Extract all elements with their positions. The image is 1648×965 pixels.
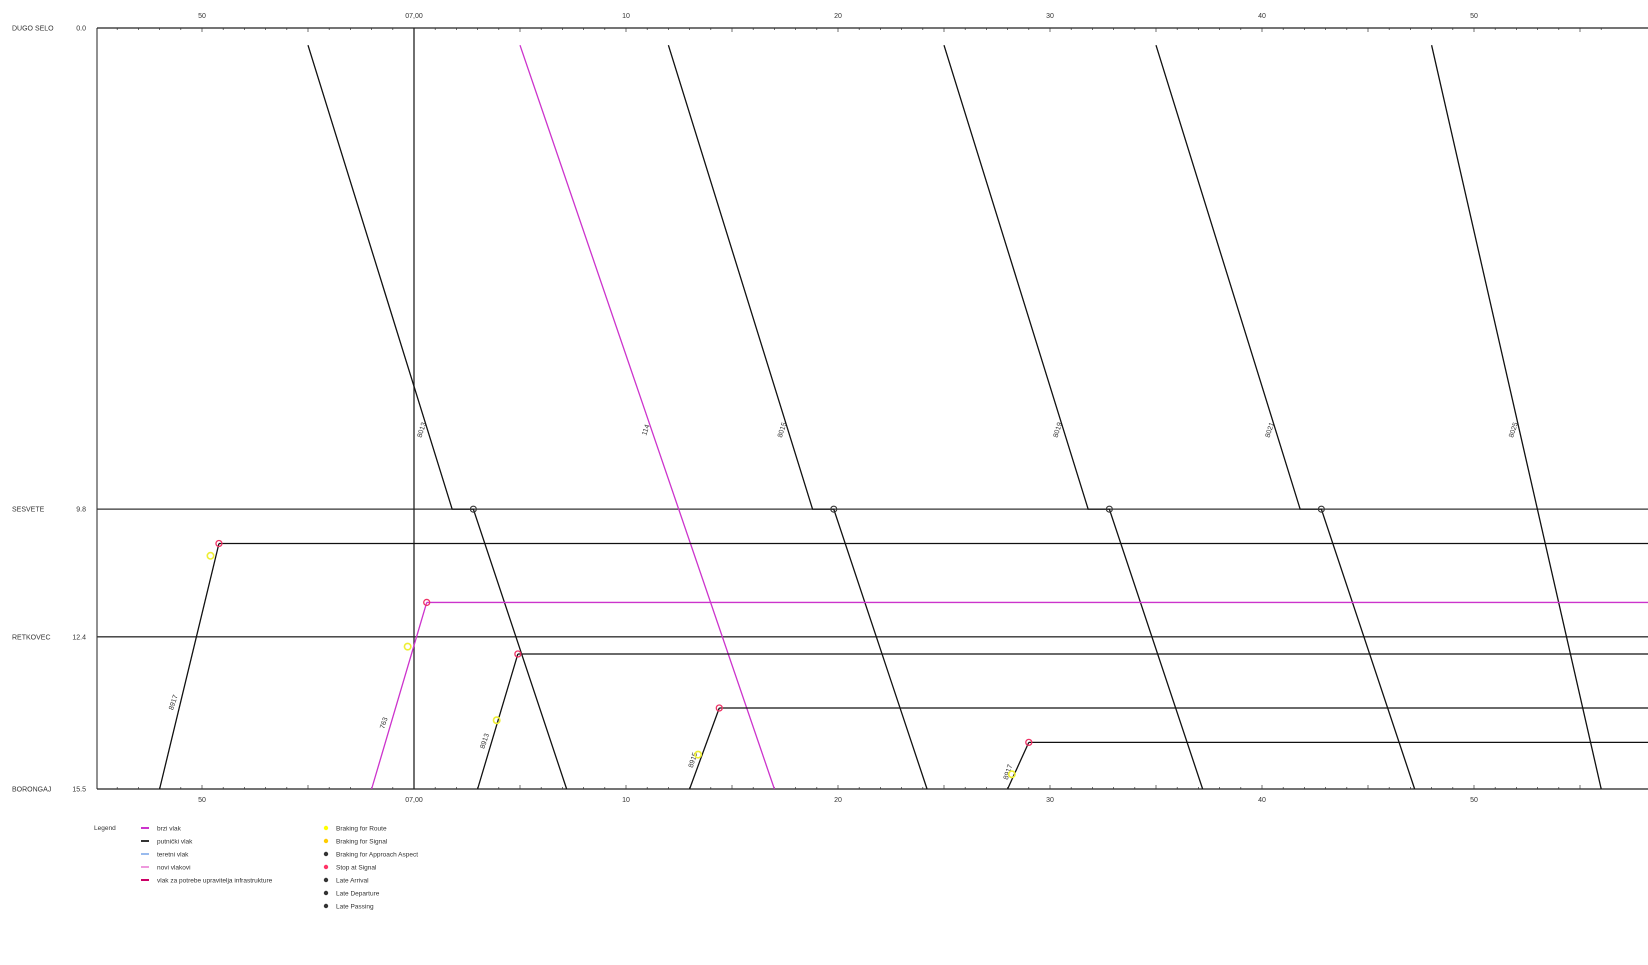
train-path [1430,45,1602,790]
legend-marker-label: Late Passing [336,904,374,911]
station-name: RETKOVEC [12,634,51,641]
train-label: 763 [379,717,389,730]
late-marker [469,505,477,513]
train-label: 114 [641,424,651,437]
top-tick-label: 50 [1470,13,1478,20]
late-marker [1317,505,1325,513]
braking-marker [1007,770,1016,779]
train-label: 8913 [480,733,492,750]
legend-marker-swatch [323,825,329,831]
stop-at-signal-marker [514,650,522,658]
bottom-tick-label: 30 [1046,797,1054,804]
braking-marker [403,642,412,651]
train-path [1007,742,1030,790]
train-path [370,602,428,790]
legend-marker-swatch [323,851,329,857]
train-label: 8019 [1053,422,1065,439]
legend-marker-label: Late Departure [336,891,380,898]
train-label: 8915 [688,752,700,769]
top-tick-label: 50 [198,13,206,20]
legend-line-label: novi vlakovi [157,865,191,872]
stop-at-signal-marker [715,704,723,712]
late-marker [1105,505,1113,513]
station-name: BORONGAJ [12,787,51,794]
station-name: SESVETE [12,507,45,514]
legend-line-label: brzi vlak [157,826,182,833]
legend-marker-label: Braking for Route [336,826,387,833]
legend-marker-label: Late Arrival [336,878,369,885]
bottom-tick-label: 50 [198,797,206,804]
train-path [158,543,220,790]
legend-marker-swatch [323,877,329,883]
braking-marker [694,750,703,759]
station-km: 9.8 [76,507,86,514]
legend-line-label: putnički vlak [157,839,193,846]
train-path [476,653,519,790]
braking-marker [206,551,215,560]
stop-at-signal-marker [215,539,223,548]
top-tick-label: 20 [834,13,842,20]
bottom-tick-label: 07,00 [405,797,423,804]
legend-line-label: vlak za potrebe upravitelja infrastruktu… [157,878,273,885]
train-label: 8015 [777,422,789,439]
legend-marker-label: Braking for Signal [336,839,388,846]
station-km: 15.5 [72,787,86,794]
train-paths: 8013 114 8015 8019 8021 802589177638913891589… [158,44,1648,790]
station-name: DUGO SELO [12,26,54,33]
late-marker [830,505,838,513]
top-tick-label: 07,00 [405,13,423,20]
train-path [307,44,568,790]
bottom-tick-label: 20 [834,797,842,804]
legend-marker-label: Braking for Approach Aspect [336,852,418,859]
train-path [688,707,720,790]
top-tick-label: 10 [622,13,630,20]
legend-marker-label: Stop at Signal [336,865,377,872]
train-path [519,44,776,790]
train-path [667,44,928,790]
stop-at-signal-marker [1025,738,1033,747]
train-label: 8917 [168,694,180,711]
legend-marker-swatch [323,890,329,896]
bottom-tick-label: 40 [1258,797,1266,804]
legend-marker-swatch [323,903,329,909]
station-km: 12.4 [72,634,86,641]
legend-line-label: teretni vlak [157,852,189,859]
train-label: 8021 [1265,422,1277,439]
stop-at-signal-marker [423,598,431,607]
top-tick-label: 30 [1046,13,1054,20]
legend-title: Legend [94,825,116,832]
train-label: 8013 [417,422,429,439]
legend-marker-swatch [323,838,329,844]
top-tick-label: 40 [1258,13,1266,20]
train-path [943,44,1204,790]
station-km: 0.0 [76,26,86,33]
bottom-tick-label: 50 [1470,797,1478,804]
braking-marker [492,716,501,725]
bottom-tick-label: 10 [622,797,630,804]
train-path [1155,44,1416,790]
train-label: 8025 [1508,422,1520,439]
legend-marker-swatch [323,864,329,870]
